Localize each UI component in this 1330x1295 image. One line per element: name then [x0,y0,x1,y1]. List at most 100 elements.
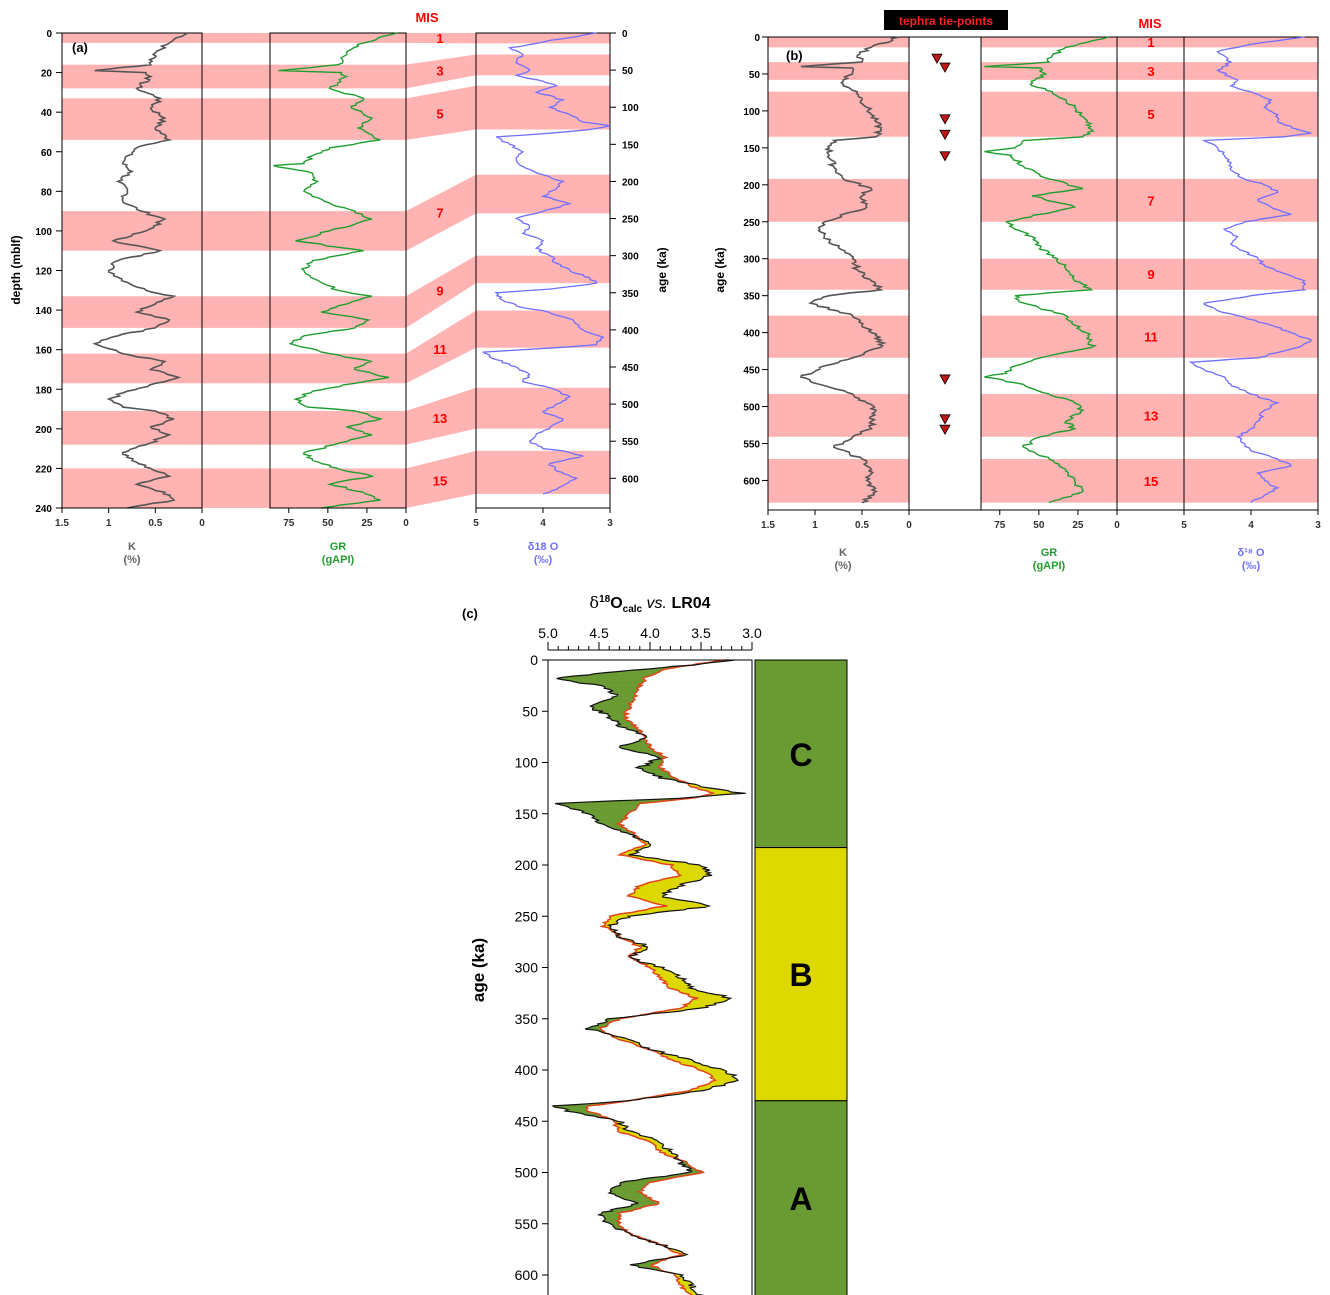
panel-a-gr-mis-band [270,411,406,445]
panel-a-gap-mis-bands [202,33,270,508]
panel-b-mis-band [981,258,1117,290]
panel-a-d18o-mis-bands [476,33,610,494]
panel-c-lr04-series-line [585,659,728,1295]
panel-a-d18o-mis-band [476,310,610,348]
panel-a-k-tick-label: 0.5 [148,518,162,529]
panel-c-y-tick-label: 350 [515,1011,539,1027]
panel-b-mis-band [768,178,909,222]
panel-c-y-tick-label: 150 [515,806,539,822]
panel-b-age-tick-label: 50 [749,70,761,81]
panel-b-k-tick-label: 1.5 [761,520,775,531]
panel-c-title-o: O [610,595,622,612]
panel-b-age-tick-label: 600 [743,476,760,487]
panel-b-tephra-tie-points [931,53,951,436]
panel-a-age-tick-label: 600 [622,474,639,485]
panel-c-y-tick-label: 50 [522,703,538,719]
panel-a-mis-label: 15 [433,473,447,488]
panel-a-d18o-series-line [482,32,611,495]
panel-b-age-tick-label: 100 [743,107,760,118]
panel-a-k-series-line [92,32,189,509]
panel-b-d18o-label: δ¹⁸ O [1237,547,1265,559]
panel-c-x-axis: 5.0 4.5 4.0 3.5 3.0 [538,625,762,651]
panel-b-mis-band [768,258,909,290]
panel-c-zone-label: A [789,1181,812,1217]
panel-a-gr-label: GR [330,541,347,553]
panel-b-mis-band [768,393,909,437]
panel-b-mis-band [768,62,909,80]
panel-b-age-axis: 0 50 100 150 200 250 300 350 400 450 500 550 600 [743,33,768,487]
panel-a-gap-mis-band [202,64,270,89]
panel-b-mis-band [768,91,909,137]
panel-b-d18o-tick-label: 4 [1248,520,1254,531]
panel-a-gr-tick-label: 0 [403,518,409,529]
panel-b-k-series-line [799,36,900,504]
panel-b-mis-label: 5 [1147,107,1154,122]
panel-a-gr-mis-band [270,64,406,89]
panel-a-k-mis-band [62,353,202,384]
panel-c-y-tick-label: 200 [515,857,539,873]
panel-c-zone-block [754,1100,848,1295]
panel-c-label: (c) [462,606,478,621]
panel-b-d18o-tick-label: 3 [1315,520,1321,531]
panel-a-age-tick-label: 500 [622,400,639,411]
panel-a-gap-mis-band [202,33,270,43]
panel-c-zone-block [754,847,848,1102]
panel-a-age-axis: 0 50 100 150 200 250 300 350 400 450 500 550 600 [610,29,639,485]
panel-b-age-tick-label: 300 [743,255,760,266]
tephra-tie-point-marker [939,151,951,162]
panel-b-mis-band [1184,62,1318,80]
panel-c-title-vs: vs. [642,595,667,612]
panel-b-mis-label: 9 [1147,267,1154,282]
panel-a-gr-mis-band [270,353,406,384]
panel-a-age-tick-label: 150 [622,140,639,151]
panel-c-title-delta: δ [589,593,599,612]
panel-a-gr-mis-band [270,211,406,251]
tephra-tie-point-marker [939,414,951,425]
panel-a-ylabel: depth (mblf) [9,235,23,304]
panel-b-mis-label: 3 [1147,64,1154,79]
panel-b-mis-band [1117,178,1184,222]
panel-b-mis-band [1184,393,1318,437]
panel-b-mis-band [1117,62,1184,80]
panel-a-depth-tick-label: 20 [41,69,53,80]
panel-a-k-mis-band [62,468,202,508]
panel-a-age-tick-label: 400 [622,326,639,337]
panel-c-x-tick-label: 3.5 [691,625,711,641]
panel-a-gr-unit: (gAPI) [322,554,355,566]
panel-b-mis-band [981,62,1117,80]
panel-c-plot-frame [547,659,753,1295]
panel-a-d18o-mis-band [476,33,610,44]
panel-a-d18o-unit: (‰) [534,554,553,566]
tephra-tie-point-marker [939,114,951,125]
panel-c-zone-label: C [789,737,812,773]
panel-c-title-sup: 18 [599,594,611,605]
panel-b-mis-band [1184,178,1318,222]
panel-c-y-tick-label: 500 [515,1165,539,1181]
panel-c-y-tick-label: 0 [530,652,538,668]
panel-a-gr-mis-band [270,98,406,140]
tephra-tie-point-marker [939,129,951,141]
panel-b-mis-band [981,459,1117,503]
panel-a-depth-tick-label: 80 [41,187,53,198]
panel-c-y-tick-label: 300 [515,960,539,976]
panel-a-gr-series-line [273,32,398,509]
panel-b-mis-band [981,37,1117,48]
panel-a-mis-connectors [406,33,476,508]
panel-b-mis-band [1117,37,1184,48]
panel-a-mis-connector [406,174,476,251]
panel-b-mis-band [981,91,1117,137]
panel-b-gr-tick-label: 25 [1072,520,1084,531]
panel-a-age-tick-label: 0 [622,29,628,40]
panel-a-age-tick-label: 200 [622,177,639,188]
panel-b-k-label: K [839,547,847,559]
panel-b-mis-band [1117,315,1184,358]
panel-a-k-tick-label: 1 [106,518,112,529]
panel-a-d18o-label: δ18 O [528,541,559,553]
panel-a-mis-label: 13 [433,411,447,426]
panel-b-d18o-series-line [1188,36,1313,503]
panel-b-k-x-axis: 1.5 1 0.5 0 [761,509,912,531]
panel-a-label: (a) [72,40,88,55]
